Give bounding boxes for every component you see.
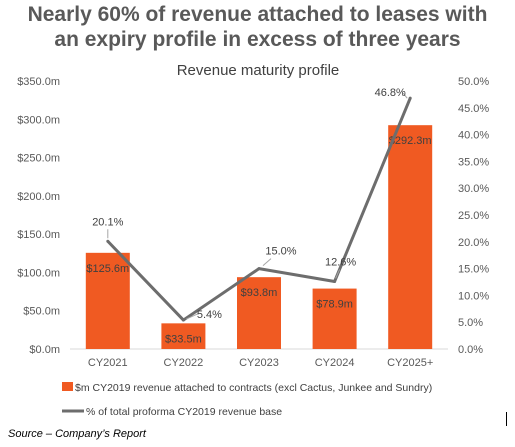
bar-data-label: $125.6m — [86, 263, 129, 275]
line-point — [333, 279, 337, 283]
y-left-tick-label: $100.0m — [17, 267, 60, 279]
legend-label-line: % of total proforma CY2019 revenue base — [86, 406, 282, 418]
x-tick-label: CY2025+ — [387, 357, 433, 369]
headline: Nearly 60% of revenue attached to leases… — [0, 2, 515, 52]
bar-series: $125.6m $33.5m $93.8m $78.9m $292.3m — [85, 125, 433, 349]
line-series: 20.1% 5.4% 15.0% 12.6% 46.8% — [92, 87, 412, 322]
line-point — [106, 239, 110, 243]
line-data-label: 5.4% — [197, 309, 222, 321]
legend-label-bar: $m CY2019 revenue attached to contracts … — [75, 382, 432, 394]
line-data-label: 20.1% — [92, 216, 123, 228]
bar-data-label: $292.3m — [389, 135, 432, 147]
bar-data-label: $93.8m — [241, 287, 278, 299]
y-left-tick-label: $50.0m — [23, 306, 60, 318]
y-right-tick-label: 15.0% — [458, 264, 489, 276]
y-right-tick-label: 25.0% — [458, 210, 489, 222]
y-left-tick-label: $0.0m — [29, 344, 60, 356]
bar — [85, 252, 130, 349]
bar-data-label: $33.5m — [165, 333, 202, 345]
line-data-label: 46.8% — [375, 87, 406, 99]
line-leader — [262, 258, 272, 266]
line-leader — [402, 92, 408, 99]
y-right-tick-label: 40.0% — [458, 130, 489, 142]
x-tick-label: CY2024 — [315, 357, 355, 369]
bar — [161, 323, 206, 349]
y-left-tick-label: $350.0m — [17, 76, 60, 88]
y-left-tick-label: $150.0m — [17, 229, 60, 241]
text-cursor — [506, 412, 507, 426]
bar — [388, 125, 433, 349]
x-axis: CY2021 CY2022 CY2023 CY2024 CY2025+ — [70, 348, 448, 369]
y-right-tick-label: 5.0% — [458, 317, 483, 329]
y-right-tick-label: 20.0% — [458, 237, 489, 249]
bar-data-label: $78.9m — [316, 299, 353, 311]
headline-line-1: Nearly 60% of revenue attached to leases… — [27, 3, 488, 26]
x-tick-label: CY2023 — [239, 357, 279, 369]
headline-line-2: an expiry profile in excess of three yea… — [54, 28, 461, 51]
y-right-tick-label: 35.0% — [458, 156, 489, 168]
legend: $m CY2019 revenue attached to contracts … — [62, 382, 432, 418]
line-point — [181, 318, 185, 322]
y-axis-right: 0.0% 5.0% 10.0% 15.0% 20.0% 25.0% 30.0% 35.0% 40… — [458, 76, 489, 356]
bar — [312, 288, 357, 349]
line-data-label: 15.0% — [265, 246, 296, 258]
line-point — [257, 267, 261, 271]
x-tick-label: CY2022 — [164, 357, 204, 369]
line-leader — [335, 269, 341, 279]
chart-title: Revenue maturity profile — [177, 62, 340, 79]
y-right-tick-label: 10.0% — [458, 290, 489, 302]
legend-swatch-bar — [62, 382, 73, 391]
line-leader — [186, 312, 200, 320]
y-right-tick-label: 50.0% — [458, 76, 489, 88]
y-left-tick-label: $200.0m — [17, 191, 60, 203]
y-right-tick-label: 30.0% — [458, 183, 489, 195]
line-point — [408, 96, 412, 100]
bar — [237, 277, 281, 349]
revenue-maturity-chart: Revenue maturity profile $0.0m $50.0m $100… — [17, 62, 489, 418]
x-tick-label: CY2021 — [88, 357, 128, 369]
y-left-tick-label: $250.0m — [17, 153, 60, 165]
y-right-tick-label: 0.0% — [458, 344, 483, 356]
y-right-tick-label: 45.0% — [458, 103, 489, 115]
y-axis-left: $0.0m $50.0m $100.0m $150.0m $200.0m $250.0m $… — [17, 76, 60, 356]
y-left-tick-label: $300.0m — [17, 114, 60, 126]
line-data-label: 12.6% — [325, 256, 356, 268]
source-note: Source – Company’s Report — [8, 428, 146, 440]
